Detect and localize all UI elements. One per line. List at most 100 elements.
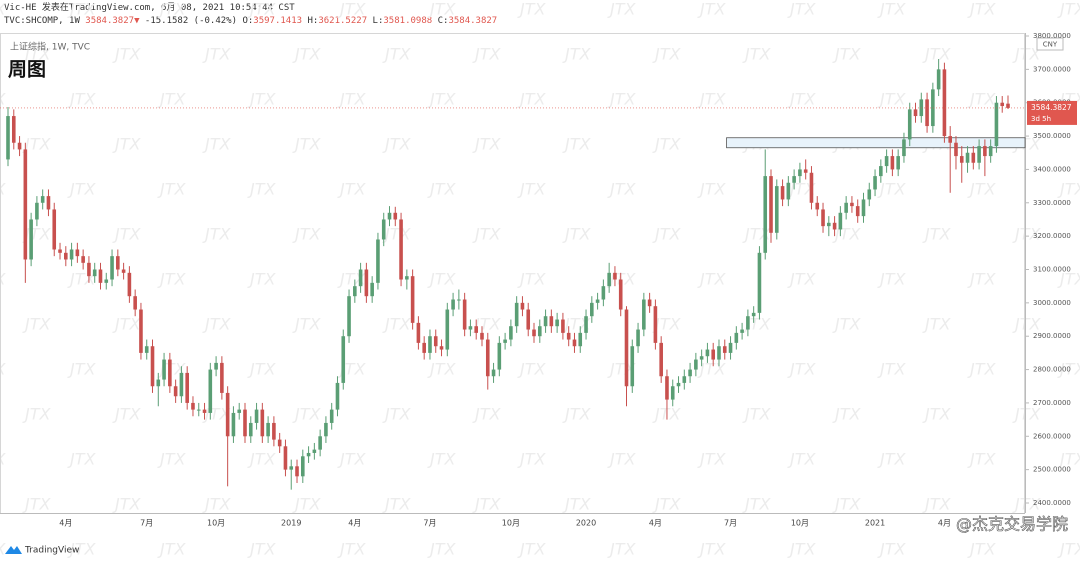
watermark: JTX	[607, 540, 636, 559]
y-tick-label: 2400.0000	[1033, 499, 1071, 507]
watermark: JTX	[697, 450, 726, 469]
body	[289, 466, 294, 470]
watermark: JTX	[697, 180, 726, 199]
x-tick-label: 4月	[938, 519, 951, 528]
body	[335, 382, 340, 410]
watermark: JTX	[67, 270, 96, 289]
body	[451, 299, 455, 310]
watermark: JTX	[787, 90, 816, 109]
body	[341, 336, 346, 383]
watermark: JTX	[562, 225, 591, 244]
body	[75, 249, 80, 257]
body	[832, 222, 837, 230]
currency-box	[1036, 37, 1064, 51]
watermark: JTX	[472, 315, 501, 334]
watermark: JTX	[157, 180, 186, 199]
x-tick-label: 2019	[281, 519, 301, 528]
x-tick-label: 2020	[576, 519, 596, 528]
body	[936, 69, 941, 90]
watermark: JTX	[0, 0, 6, 19]
body	[445, 309, 450, 350]
body	[243, 409, 247, 437]
watermark: JTX	[382, 45, 411, 64]
watermark: JTX	[697, 90, 726, 109]
watermark: JTX	[832, 315, 861, 334]
currency: CNY	[1043, 41, 1058, 49]
l-label: L:	[372, 16, 384, 26]
body	[913, 109, 918, 117]
watermark: JTX	[472, 135, 501, 154]
watermark: JTX	[517, 360, 546, 379]
body	[647, 299, 652, 307]
watermark: JTX	[202, 225, 231, 244]
watermark: JTX	[427, 360, 456, 379]
h-label: H:	[307, 16, 319, 26]
watermark: JTX	[967, 90, 996, 109]
body	[98, 269, 103, 283]
body	[376, 239, 380, 283]
body	[17, 142, 22, 150]
watermark: JTX	[877, 360, 906, 379]
body	[983, 146, 987, 157]
body	[815, 202, 820, 210]
c-label: C:	[437, 16, 449, 26]
watermark: JTX	[1057, 180, 1080, 199]
watermark: JTX	[22, 495, 51, 514]
body	[699, 356, 704, 360]
watermark: JTX	[1012, 405, 1041, 424]
watermark: JTX	[922, 225, 951, 244]
watermark: JTX	[292, 315, 321, 334]
body	[636, 329, 640, 347]
published: Vic-HE 发表在TradingView.com, 6月 08, 2021 1…	[4, 3, 295, 13]
body	[942, 69, 947, 137]
body	[312, 449, 317, 453]
body	[959, 156, 964, 163]
body	[139, 309, 143, 353]
body	[543, 316, 548, 327]
body	[306, 452, 311, 457]
watermark: JTX	[607, 90, 636, 109]
body	[52, 209, 57, 250]
body	[601, 286, 606, 300]
body	[855, 206, 860, 217]
plot-frame	[0, 33, 1025, 514]
watermark: JTX	[112, 225, 141, 244]
watermark: JTX	[652, 45, 681, 64]
watermark: JTX	[967, 0, 996, 19]
watermark: JTX	[247, 360, 276, 379]
y-tick-label: 2800.0000	[1033, 366, 1071, 374]
tv-logo-icon	[5, 546, 22, 554]
body	[757, 252, 762, 313]
watermark: JTX	[652, 495, 681, 514]
body	[295, 466, 299, 477]
last-price-box	[1027, 100, 1077, 125]
body	[214, 362, 218, 370]
body	[156, 379, 161, 387]
body	[879, 166, 883, 177]
body	[497, 342, 502, 370]
watermark: JTX	[292, 495, 321, 514]
watermark: JTX	[427, 450, 456, 469]
body	[168, 359, 172, 387]
body	[509, 326, 513, 340]
body	[659, 342, 663, 377]
watermark: JTX	[67, 360, 96, 379]
watermark: JTX	[922, 45, 951, 64]
watermark: JTX	[0, 90, 6, 109]
body	[64, 252, 68, 260]
body	[254, 409, 259, 423]
body	[907, 109, 912, 140]
watermark: JTX	[247, 0, 276, 19]
watermark: JTX	[202, 45, 231, 64]
tv-logo: TradingView	[24, 546, 79, 556]
watermark: JTX	[0, 540, 6, 559]
watermark: JTX	[67, 450, 96, 469]
body	[393, 212, 398, 220]
quote-line: TVC:SHCOMP, 1W 3584.3827▼ -15.1582 (-0.4…	[4, 15, 497, 28]
watermark: JTX	[517, 180, 546, 199]
watermark: JTX	[382, 225, 411, 244]
body	[809, 172, 814, 203]
watermark: JTX	[427, 540, 456, 559]
watermark: JTX	[877, 270, 906, 289]
